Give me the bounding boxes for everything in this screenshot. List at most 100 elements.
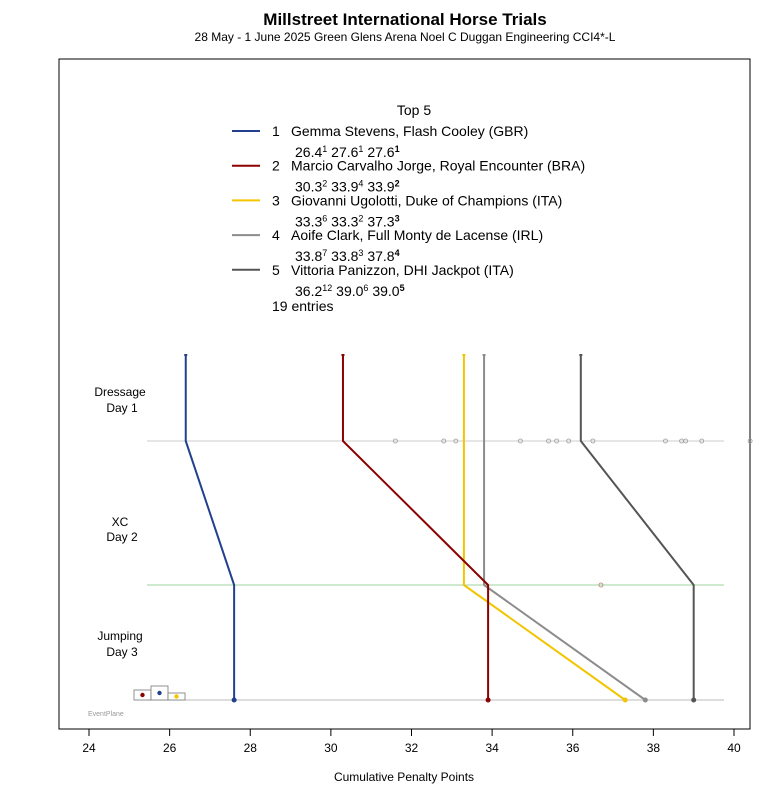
legend-label: Gemma Stevens, Flash Cooley (GBR) bbox=[291, 123, 528, 139]
legend-rank: 3 bbox=[272, 192, 280, 208]
logo-text: EventPlane bbox=[88, 711, 124, 718]
x-tick-label: 32 bbox=[405, 741, 419, 755]
series-lines bbox=[184, 354, 697, 703]
other-point bbox=[747, 438, 753, 444]
score-rank: 1 bbox=[322, 144, 327, 154]
legend-rank: 2 bbox=[272, 158, 280, 174]
series-end-point bbox=[231, 697, 237, 703]
score-rank: 1 bbox=[395, 144, 400, 154]
other-point bbox=[683, 438, 689, 444]
score-value: 33.9 bbox=[331, 179, 358, 195]
x-tick-label: 34 bbox=[485, 741, 499, 755]
logo-dot-blue bbox=[157, 690, 162, 696]
legend-rank: 5 bbox=[272, 262, 280, 278]
other-point bbox=[590, 438, 596, 444]
legend-scores: 30.32 33.94 33.92 bbox=[295, 179, 400, 195]
other-point bbox=[554, 438, 560, 444]
x-tick-label: 28 bbox=[244, 741, 258, 755]
score-rank: 2 bbox=[322, 179, 327, 189]
series-end-point bbox=[485, 697, 491, 703]
phase-name: Dressage bbox=[94, 385, 146, 399]
legend-label: Vittoria Panizzon, DHI Jackpot (ITA) bbox=[291, 262, 514, 278]
score-rank: 3 bbox=[358, 248, 363, 258]
entries-note: 19 entries bbox=[272, 298, 333, 314]
score-rank: 1 bbox=[358, 144, 363, 154]
other-point bbox=[663, 438, 668, 444]
legend-scores: 33.36 33.32 37.33 bbox=[295, 213, 400, 229]
other-point bbox=[598, 582, 604, 588]
score-value: 26.4 bbox=[295, 144, 322, 160]
score-rank: 6 bbox=[363, 283, 368, 293]
eventplane-logo: EventPlane bbox=[88, 685, 186, 718]
series-line bbox=[184, 355, 236, 700]
legend-label: Marcio Carvalho Jorge, Royal Encounter (… bbox=[291, 158, 585, 174]
score-value: 27.6 bbox=[367, 144, 394, 160]
score-value: 30.3 bbox=[295, 179, 322, 195]
other-point bbox=[441, 438, 447, 444]
phase-lines bbox=[147, 440, 724, 701]
score-value: 33.9 bbox=[367, 179, 394, 195]
chart-subtitle: 28 May - 1 June 2025 Green Glens Arena N… bbox=[195, 30, 616, 44]
legend-scores: 33.87 33.83 37.84 bbox=[295, 248, 400, 264]
score-rank: 12 bbox=[322, 283, 332, 293]
score-rank: 2 bbox=[358, 213, 363, 223]
legend: 1 Gemma Stevens, Flash Cooley (GBR) 26.41 … bbox=[232, 123, 585, 299]
other-point bbox=[392, 438, 398, 444]
legend-rank: 4 bbox=[272, 227, 280, 243]
score-value: 33.8 bbox=[331, 248, 358, 264]
x-tick-label: 36 bbox=[566, 741, 580, 755]
score-rank: 6 bbox=[322, 213, 327, 223]
legend-title: Top 5 bbox=[397, 102, 431, 118]
series-end-point bbox=[622, 697, 628, 703]
x-tick-label: 26 bbox=[163, 741, 177, 755]
score-rank: 3 bbox=[395, 213, 400, 223]
phase-day: Day 1 bbox=[106, 401, 138, 415]
legend-scores: 36.212 39.06 39.05 bbox=[295, 283, 405, 299]
other-points bbox=[392, 438, 753, 588]
score-value: 33.3 bbox=[295, 213, 322, 229]
legend-label: Giovanni Ugolotti, Duke of Champions (IT… bbox=[291, 192, 562, 208]
score-rank: 5 bbox=[400, 283, 405, 293]
phase-name: XC bbox=[112, 515, 129, 529]
x-tick-label: 40 bbox=[727, 741, 741, 755]
other-point bbox=[699, 438, 705, 444]
series-end-point bbox=[642, 697, 648, 703]
score-value: 39.0 bbox=[372, 283, 399, 299]
phase-day: Day 2 bbox=[106, 530, 138, 544]
score-value: 39.0 bbox=[336, 283, 363, 299]
x-axis: 24 26 28 30 32 34 36 38 40 bbox=[82, 728, 741, 755]
series-line bbox=[462, 355, 626, 701]
score-rank: 7 bbox=[322, 248, 327, 258]
legend-rank: 1 bbox=[272, 123, 280, 139]
score-value: 36.2 bbox=[295, 283, 322, 299]
other-point bbox=[453, 438, 459, 444]
x-tick-label: 38 bbox=[647, 741, 661, 755]
phase-name: Jumping bbox=[97, 629, 142, 643]
x-tick-label: 24 bbox=[82, 741, 96, 755]
series-line bbox=[483, 355, 646, 701]
phase-day: Day 3 bbox=[106, 645, 138, 659]
legend-label: Aoife Clark, Full Monty de Lacense (IRL) bbox=[291, 227, 543, 243]
score-rank: 4 bbox=[395, 248, 400, 258]
score-value: 37.8 bbox=[367, 248, 394, 264]
score-value: 33.8 bbox=[295, 248, 322, 264]
series-end-point bbox=[691, 697, 697, 703]
series-line bbox=[579, 355, 695, 700]
series-line bbox=[341, 355, 490, 700]
legend-scores: 26.41 27.61 27.61 bbox=[295, 144, 400, 160]
score-value: 37.3 bbox=[367, 213, 394, 229]
other-point bbox=[566, 438, 572, 444]
logo-dot-red bbox=[140, 692, 145, 698]
score-rank: 4 bbox=[358, 179, 363, 189]
score-value: 27.6 bbox=[331, 144, 358, 160]
x-axis-label: Cumulative Penalty Points bbox=[334, 770, 474, 784]
score-value: 33.3 bbox=[331, 213, 358, 229]
score-rank: 2 bbox=[395, 179, 400, 189]
x-tick-label: 30 bbox=[324, 741, 338, 755]
other-point bbox=[517, 438, 523, 444]
chart-title: Millstreet International Horse Trials bbox=[263, 10, 546, 29]
other-point bbox=[546, 438, 551, 444]
logo-dot-yellow bbox=[174, 694, 179, 699]
